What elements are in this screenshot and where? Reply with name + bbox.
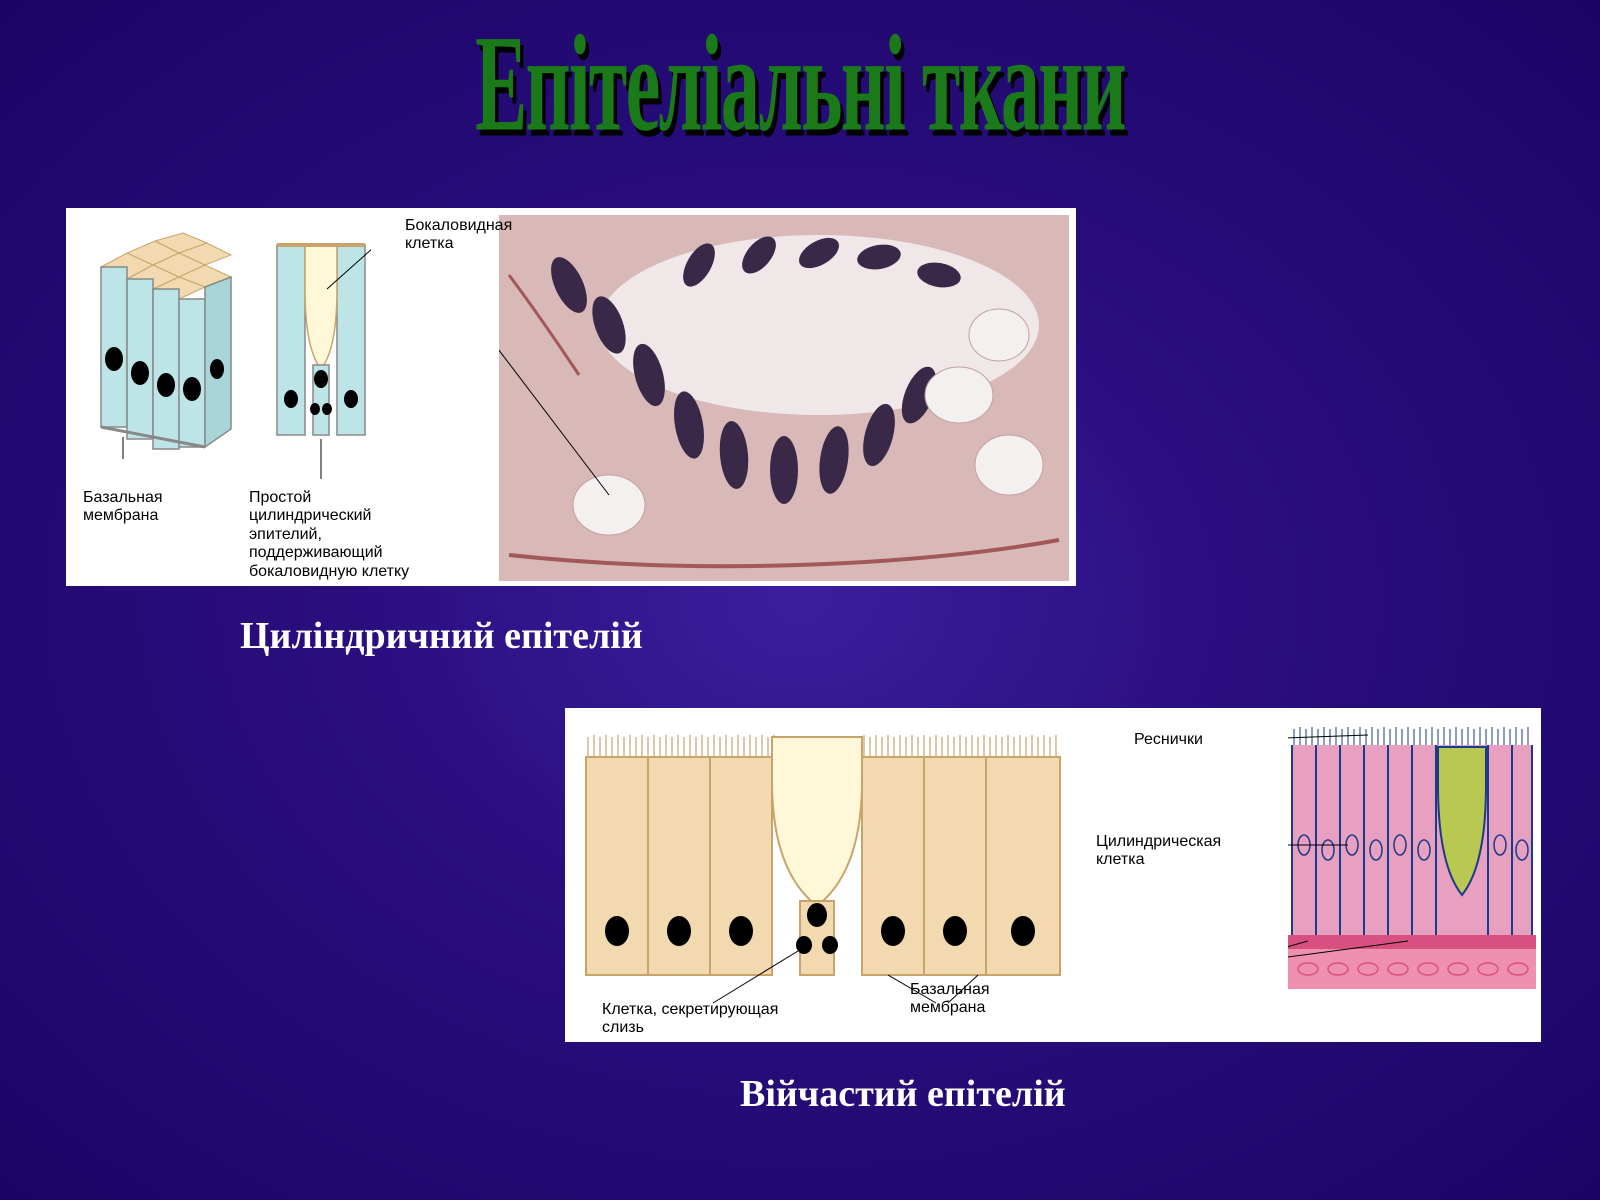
diagram-goblet-cell bbox=[271, 229, 371, 519]
micrograph-columnar bbox=[499, 215, 1069, 581]
label-mucus-cell: Клетка, секретирующая слизь bbox=[602, 1001, 822, 1038]
caption-ciliated: Війчастий епітелій bbox=[740, 1072, 1066, 1116]
diagram-3d-cells bbox=[83, 229, 243, 459]
label-basal-membrane-1: Базальная мембрана bbox=[83, 489, 213, 525]
slide-title: Епітеліальні ткани bbox=[475, 4, 1125, 163]
panel-columnar-epithelium: Базальная мембрана Простой цилиндрически… bbox=[66, 208, 1076, 586]
label-cilia: Реснички bbox=[1134, 731, 1203, 749]
label-basal-membrane-2: Базальная мембрана bbox=[910, 981, 1060, 1018]
label-goblet-cell: Бокаловидная клетка bbox=[405, 217, 535, 254]
panel-ciliated-epithelium: Реснички Цилиндрическая клетка Базальная… bbox=[565, 708, 1541, 1042]
label-columnar-cell: Цилиндрическая клетка bbox=[1096, 833, 1256, 870]
label-simple-columnar: Простой цилиндрический эпителий, поддерж… bbox=[249, 489, 429, 581]
caption-columnar: Циліндричний епітелій bbox=[240, 614, 643, 658]
histology-ciliated bbox=[1288, 725, 1536, 999]
